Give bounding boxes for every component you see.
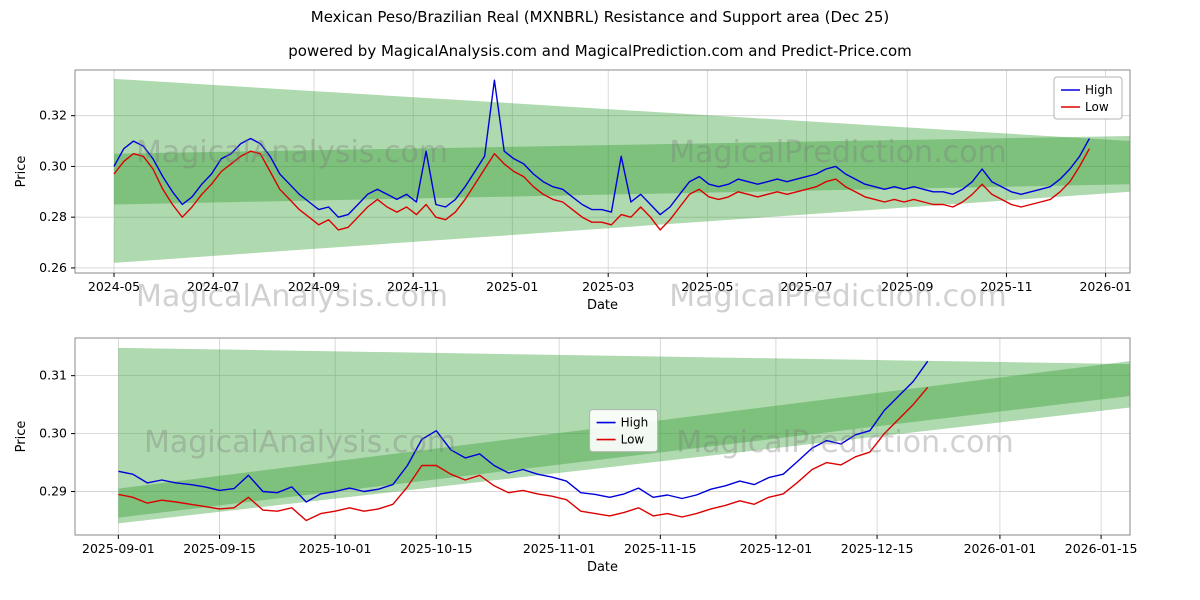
y-axis-label: Price xyxy=(14,156,29,188)
chart-title: Mexican Peso/Brazilian Real (MXNBRL) Res… xyxy=(310,8,890,26)
legend-label: High xyxy=(621,416,649,430)
watermark-text: MagicalAnalysis.com xyxy=(136,279,448,314)
legend-label: High xyxy=(1085,83,1113,97)
y-tick-label: 0.31 xyxy=(39,368,67,383)
x-axis: 2024-05 2024-07 2024-09 2024-11 2025-01 2025-… xyxy=(88,273,1132,294)
legend-label: Low xyxy=(1085,100,1109,114)
legend-box xyxy=(1053,76,1123,120)
support-resistance-bands xyxy=(114,78,1131,263)
legend-label: Low xyxy=(621,433,645,447)
x-tick-label: 2024-07 xyxy=(187,279,239,294)
y-tick-label: 0.32 xyxy=(39,108,67,123)
x-tick-label: 2026-01 xyxy=(1079,279,1131,294)
band-area xyxy=(114,135,1131,263)
x-tick-label: 2025-12-01 xyxy=(740,541,813,556)
x-tick-label: 2024-11 xyxy=(387,279,439,294)
x-tick-label: 2025-11 xyxy=(980,279,1032,294)
x-tick-label: 2025-03 xyxy=(582,279,634,294)
x-tick-label: 2025-09-15 xyxy=(183,541,256,556)
watermark-text: MagicalAnalysis.com xyxy=(144,425,456,460)
x-tick-label: 2025-10-01 xyxy=(299,541,372,556)
band-area xyxy=(114,78,1131,205)
chart-subtitle: powered by MagicalAnalysis.com and Magic… xyxy=(288,42,912,60)
x-tick-label: 2025-01 xyxy=(486,279,538,294)
watermark-text: MagicalPrediction.com xyxy=(669,279,1007,314)
y-tick-label: 0.29 xyxy=(39,484,67,499)
low-line xyxy=(113,148,1091,231)
x-axis-label: Date xyxy=(587,560,618,575)
x-tick-label: 2025-11-15 xyxy=(624,541,697,556)
watermark-text: MagicalPrediction.com xyxy=(676,425,1014,460)
plot-border xyxy=(74,337,1131,536)
y-tick-label: 0.26 xyxy=(39,260,67,275)
y-axis: 0.26 0.28 0.30 0.32 xyxy=(39,108,75,275)
x-tick-label: 2025-09 xyxy=(881,279,933,294)
watermark-text: MagicalPrediction.com xyxy=(669,135,1007,170)
y-tick-label: 0.28 xyxy=(39,209,67,224)
grid xyxy=(75,338,1130,535)
x-tick-label: 2024-09 xyxy=(288,279,340,294)
watermark-text: MagicalAnalysis.com xyxy=(136,135,448,170)
x-tick-label: 2025-11-01 xyxy=(523,541,596,556)
x-tick-label: 2025-12-15 xyxy=(841,541,914,556)
high-line xyxy=(113,79,1091,218)
overview-chart: 2024-05 2024-07 2024-09 2024-11 2025-01 2025-… xyxy=(14,69,1132,313)
plot-border xyxy=(74,69,1131,274)
x-axis: 2025-09-01 2025-09-15 2025-10-01 2025-10-15… xyxy=(82,535,1137,556)
x-tick-label: 2025-10-15 xyxy=(400,541,473,556)
watermarks: MagicalAnalysis.com MagicalPrediction.com… xyxy=(136,135,1014,460)
legend-box xyxy=(589,409,659,453)
y-tick-label: 0.30 xyxy=(39,426,67,441)
x-tick-label: 2025-07 xyxy=(780,279,832,294)
legend: High Low xyxy=(1053,76,1123,120)
x-tick-label: 2025-05 xyxy=(681,279,733,294)
y-tick-label: 0.30 xyxy=(39,158,67,173)
detail-chart: 2025-09-01 2025-09-15 2025-10-01 2025-10-15… xyxy=(14,337,1137,575)
x-tick-label: 2025-09-01 xyxy=(82,541,155,556)
x-tick-label: 2024-05 xyxy=(88,279,140,294)
x-tick-label: 2026-01-01 xyxy=(964,541,1037,556)
y-axis-label: Price xyxy=(14,421,29,453)
x-axis-label: Date xyxy=(587,298,618,313)
high-line xyxy=(118,360,929,503)
low-line xyxy=(118,386,929,522)
x-tick-label: 2026-01-15 xyxy=(1065,541,1138,556)
legend: High Low xyxy=(589,409,659,453)
y-axis: 0.29 0.30 0.31 xyxy=(39,368,75,499)
